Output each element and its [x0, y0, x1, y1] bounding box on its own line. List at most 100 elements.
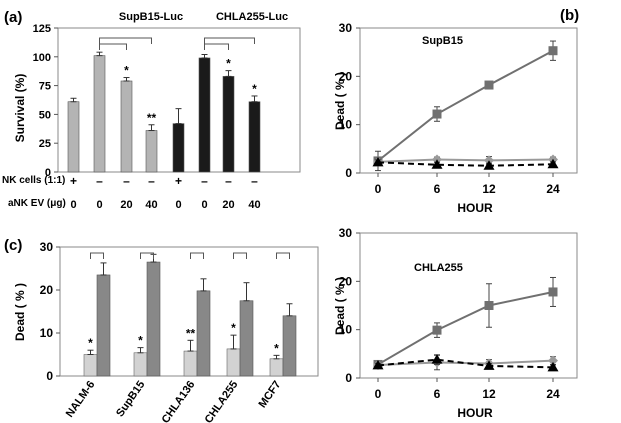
panel-a-comparison-bracket — [99, 37, 152, 44]
panel-b-bottom-point-triangle — [547, 361, 559, 372]
panel-b-label: (b) — [560, 7, 579, 24]
panel-b-bottom-chart: 0 10 20 30 0 6 12 24 — [339, 226, 578, 401]
panel-b-bottom-point-square — [548, 287, 558, 297]
panel-a-y-tick-label: 0 — [45, 167, 51, 179]
panel-b-top-x-tick-label: 6 — [434, 182, 441, 196]
panel-b-top-y-tick-label: 10 — [339, 118, 353, 132]
panel-a-bar — [67, 101, 80, 173]
panel-a-y-tick-label: 50 — [39, 109, 51, 121]
panel-b-top-series-line — [377, 161, 554, 167]
panel-c-bar-dark — [196, 290, 211, 377]
panel-b-top-chart: 0 10 20 30 0 6 12 24 — [339, 21, 578, 196]
panel-c-significance-marker: * — [88, 336, 93, 350]
panel-a-bar — [145, 130, 158, 173]
panel-b-bottom-point-diamond — [548, 355, 558, 366]
panel-a-ev-value: 0 — [96, 199, 102, 211]
panel-a-comparison-bracket — [204, 43, 229, 50]
panel-c-bar-light — [269, 358, 284, 377]
panel-b-top-point-triangle — [431, 159, 443, 169]
panel-c-significance-marker: ** — [186, 326, 196, 340]
panel-b-top-point-triangle — [483, 160, 495, 170]
panel-a-nk-value: – — [123, 174, 130, 188]
panel-c-y-tick-label: 10 — [40, 326, 54, 340]
panel-b-bottom-y-tick-label: 0 — [345, 371, 352, 385]
panel-c-bar-dark — [282, 315, 297, 377]
panel-b-bottom-x-tick-label: 6 — [434, 387, 441, 401]
panel-a-significance-marker: * — [252, 82, 257, 96]
panel-a-ev-value: 20 — [222, 199, 234, 211]
panel-b-bottom-x-tick-label: 12 — [482, 387, 496, 401]
panel-c-category-label: SupB15 — [114, 379, 147, 419]
panel-b-bottom-y-tick-label: 10 — [339, 323, 353, 337]
panel-c-category-label: NALM-6 — [64, 379, 98, 420]
panel-b-top-point-square — [484, 80, 494, 90]
panel-a-nk-value: – — [96, 174, 103, 188]
panel-a-ev-value: 0 — [201, 199, 207, 211]
panel-a-ev-value: 0 — [70, 199, 76, 211]
panel-a-significance-marker: * — [226, 57, 231, 71]
panel-c-significance-marker: * — [138, 334, 143, 348]
panel-c-bar-light — [226, 348, 241, 377]
panel-c-category-label: CHLA255 — [203, 379, 241, 423]
panel-b-bottom-annotation: CHLA255 — [414, 262, 463, 274]
panel-b-bottom-point-triangle — [431, 354, 443, 364]
panel-a-group-label-chla255: CHLA255-Luc — [216, 11, 288, 23]
panel-b-bottom-series-line — [377, 359, 554, 366]
panel-c-comparison-bracket — [140, 252, 154, 259]
panel-a-group-label-supb15: SupB15-Luc — [119, 11, 183, 23]
panel-b-top-y-axis-title: Dead ( % ) — [333, 72, 347, 130]
panel-b-top-series-line — [377, 158, 554, 163]
panel-a-bar — [172, 123, 185, 173]
panel-b-top-annotation: SupB15 — [422, 35, 463, 47]
panel-a-y-tick-label: 100 — [33, 52, 51, 64]
panel-a-nk-value: – — [148, 174, 155, 188]
panel-a-y-tick-label: 125 — [33, 23, 51, 35]
panel-a-nk-value: – — [251, 174, 258, 188]
panel-c-bar-light — [183, 350, 198, 377]
panel-c-category-label: CHLA136 — [160, 379, 198, 423]
panel-b-top-point-square — [548, 46, 558, 56]
panel-a-nk-value: + — [175, 174, 182, 188]
panel-b-top-y-tick-label: 20 — [339, 69, 353, 83]
panel-b-top-y-tick-label: 0 — [345, 166, 352, 180]
panel-b-top-x-tick-label: 0 — [375, 182, 382, 196]
panel-c-y-tick-label: 30 — [40, 240, 54, 254]
panel-b-bottom-y-tick-label: 30 — [339, 226, 353, 240]
panel-c-comparison-bracket — [90, 252, 104, 259]
panel-b-top-x-tick-label: 24 — [546, 182, 560, 196]
panel-a-ev-value: 40 — [248, 199, 260, 211]
panel-b-top-x-axis-title: HOUR — [457, 201, 493, 215]
panel-c-bar-dark — [96, 274, 111, 377]
panel-a-ev-value: 20 — [120, 199, 132, 211]
panel-c-bar-dark — [239, 300, 254, 377]
panel-c-y-axis-title: Dead ( % ) — [13, 283, 27, 341]
panel-c-bar-dark — [146, 261, 161, 377]
panel-b-bottom-plot-frame — [359, 232, 578, 379]
panel-c-y-tick-label: 0 — [46, 369, 53, 383]
panel-a-comparison-bracket — [204, 37, 255, 44]
panel-a-y-axis-title: Survival (%) — [13, 74, 27, 143]
panel-b-top-plot-frame — [359, 27, 578, 174]
panel-b-top-series-line — [377, 49, 554, 162]
panel-a-nk-value: + — [70, 174, 77, 188]
panel-b-top-point-square — [432, 109, 442, 119]
panel-c-label: (c) — [4, 237, 22, 254]
panel-a-bar — [120, 80, 133, 173]
panel-a-y-tick-label: 25 — [39, 138, 51, 150]
panel-c-comparison-bracket — [190, 252, 204, 259]
panel-a-bar — [198, 57, 211, 173]
panel-a-label: (a) — [4, 9, 22, 26]
panel-c-comparison-bracket — [233, 252, 247, 259]
panel-c-y-tick-label: 20 — [40, 283, 54, 297]
panel-a-row-label-nk: NK cells (1:1) — [2, 175, 65, 186]
panel-b-bottom-x-tick-label: 0 — [375, 387, 382, 401]
panel-a-y-tick-label: 75 — [39, 81, 51, 93]
panel-b-bottom-x-tick-label: 24 — [546, 387, 560, 401]
panel-b-bottom-point-square — [432, 325, 442, 335]
panel-b-bottom-series-line — [377, 358, 554, 369]
panel-c-chart: 0 10 20 30 * NALM-6 * SupB15 ** CHLA136 * CHLA255 * M… — [40, 240, 319, 423]
panel-a-bar — [248, 101, 261, 173]
panel-c-significance-marker: * — [274, 341, 279, 355]
panel-c-significance-marker: * — [231, 321, 236, 335]
